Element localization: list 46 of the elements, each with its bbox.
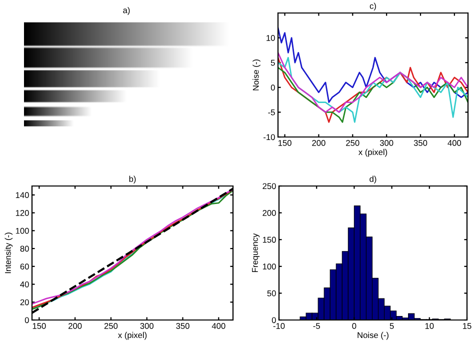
- y-tick-label: 140: [16, 192, 29, 198]
- y-tick-label: 200: [262, 210, 276, 216]
- y-tick-label: 120: [16, 210, 29, 216]
- y-tick-label: -10: [264, 134, 275, 140]
- y-tick-label: 5: [270, 60, 275, 66]
- x-axis-title: x (pixel): [358, 148, 388, 157]
- x-tick-label: 200: [68, 323, 82, 329]
- x-tick-label: 15: [463, 323, 472, 329]
- text: a): [123, 7, 130, 15]
- y-tick-label: 0: [272, 317, 276, 324]
- chart-title: c): [370, 2, 376, 11]
- y-tick-label: 60: [20, 264, 29, 270]
- chart-title: d): [370, 176, 376, 184]
- y-tick-label: 100: [262, 264, 276, 270]
- y-tick-label: 20: [20, 299, 29, 306]
- x-tick-label: 10: [425, 323, 434, 329]
- y-tick-label: 150: [262, 236, 276, 243]
- y-tick-label: 80: [20, 246, 29, 252]
- x-axis-title: x (pixel): [118, 332, 147, 340]
- x-tick-label: 250: [346, 140, 360, 146]
- y-tick-label: -5: [268, 109, 275, 116]
- x-axis-title: Noise (-): [358, 332, 388, 340]
- y-tick-label: 250: [262, 183, 276, 190]
- y-tick-label: 0: [270, 84, 275, 90]
- x-tick-label: 350: [176, 323, 190, 329]
- x-tick-label: 150: [32, 323, 46, 329]
- y-tick-label: 100: [16, 228, 29, 234]
- y-tick-label: 50: [267, 290, 276, 296]
- y-tick-label: 10: [266, 35, 275, 41]
- x-tick-label: 200: [312, 140, 326, 146]
- y-tick-label: 40: [20, 281, 29, 288]
- chart-title: b): [129, 176, 136, 184]
- x-tick-label: 0: [352, 323, 356, 329]
- x-tick-label: 400: [212, 323, 226, 329]
- y-tick-label: 0: [24, 317, 29, 324]
- x-tick-label: 150: [278, 140, 292, 146]
- x-tick-label: 5: [390, 323, 394, 329]
- y-axis-title: Noise (-): [252, 60, 260, 90]
- y-axis-title: Frequency: [252, 233, 260, 272]
- y-axis-title: Intensity (-): [4, 232, 13, 274]
- x-tick-label: 300: [140, 323, 154, 329]
- x-tick-label: 350: [414, 140, 428, 146]
- x-tick-label: 250: [104, 323, 118, 329]
- x-tick-label: 300: [380, 140, 394, 146]
- x-tick-label: 400: [448, 140, 462, 146]
- x-tick-label: -5: [313, 323, 320, 329]
